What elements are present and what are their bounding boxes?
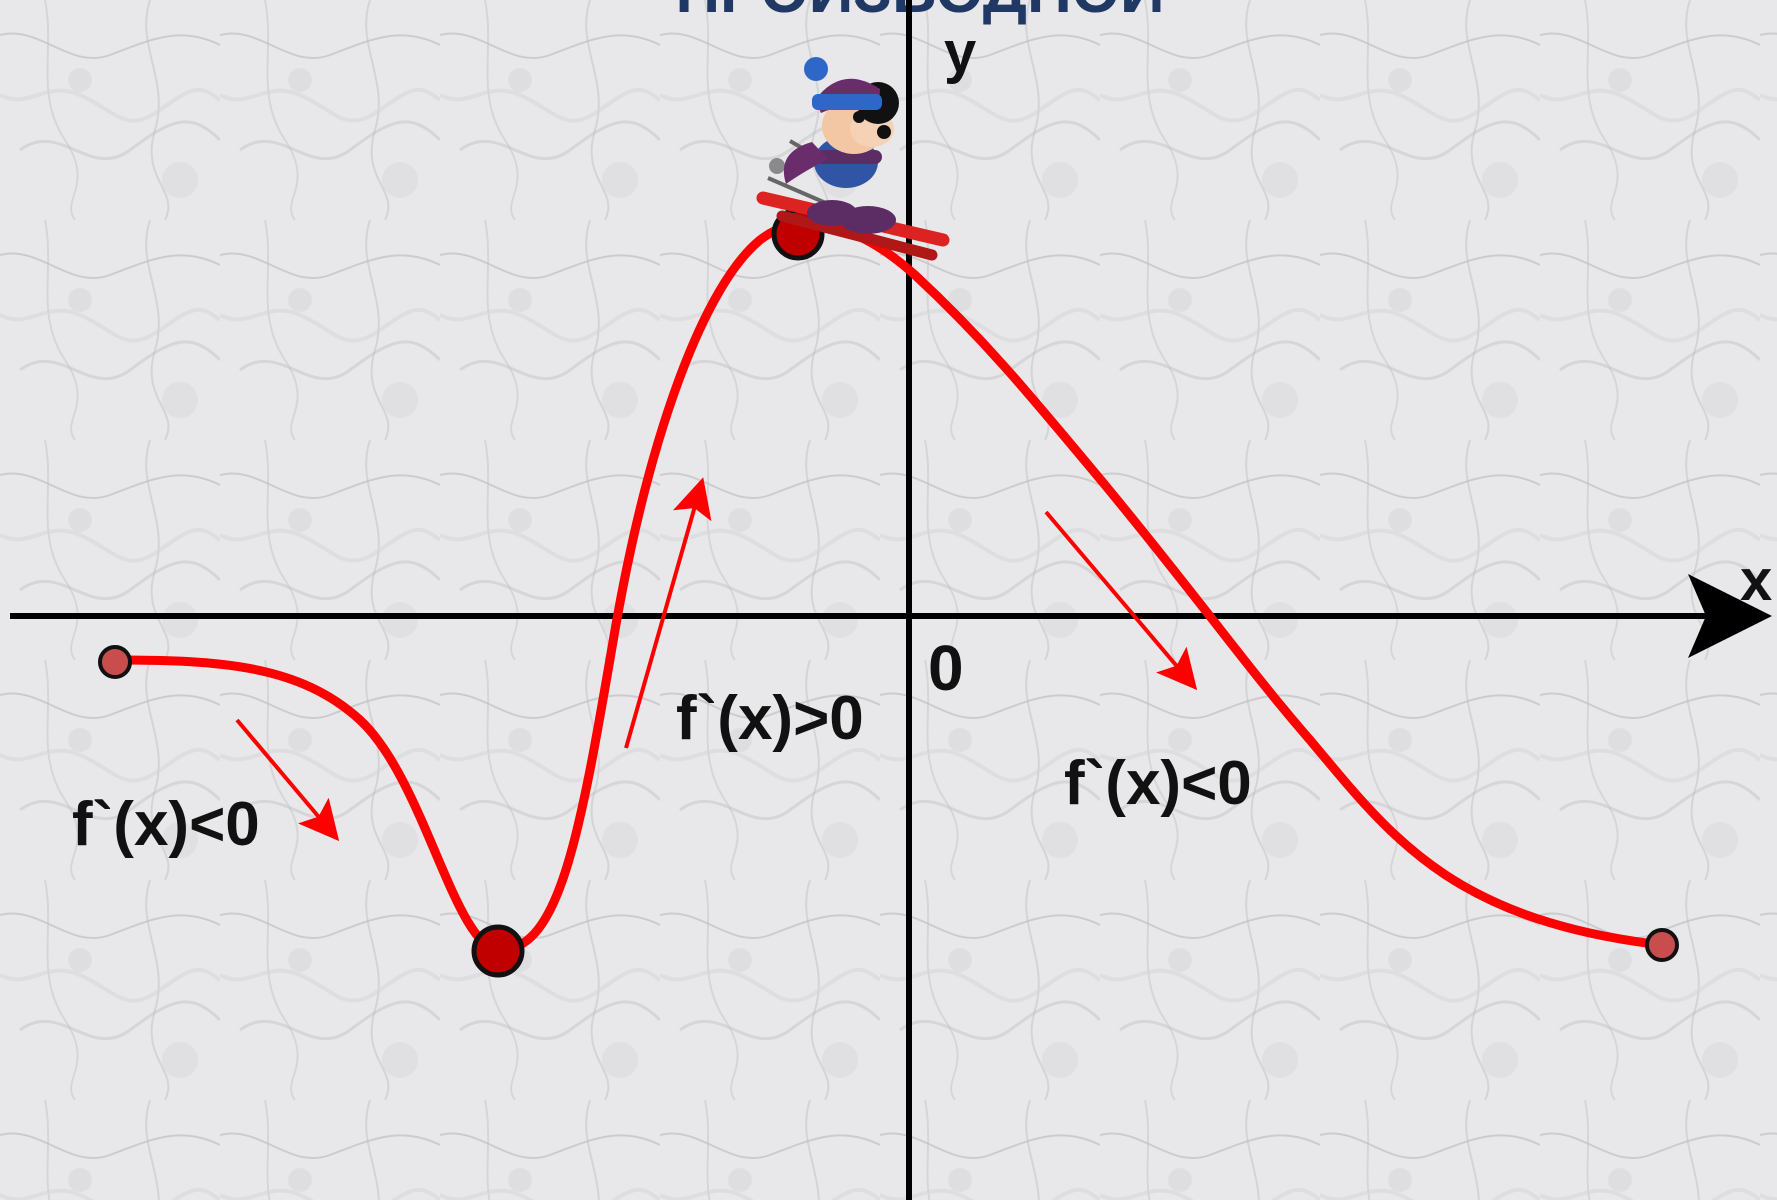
y-axis-label: y (944, 20, 976, 85)
decreasing-arrow-left (235, 718, 340, 842)
derivative-negative-left-label: f`(x)<0 (72, 790, 260, 859)
derivative-positive-label: f`(x)>0 (676, 684, 864, 753)
slide-title: ПРОИЗВОДНОЙ (675, 0, 1164, 26)
mickey-skier-icon (756, 57, 950, 261)
function-curve (110, 219, 1667, 955)
right-endpoint (1645, 928, 1679, 962)
decreasing-arrow-right (1044, 510, 1198, 691)
left-endpoint (98, 645, 132, 679)
derivative-negative-right-label: f`(x)<0 (1064, 749, 1252, 818)
increasing-arrow (624, 477, 712, 749)
minimum-point (471, 924, 525, 978)
x-axis-label: x (1740, 548, 1772, 613)
origin-label: 0 (928, 632, 964, 704)
